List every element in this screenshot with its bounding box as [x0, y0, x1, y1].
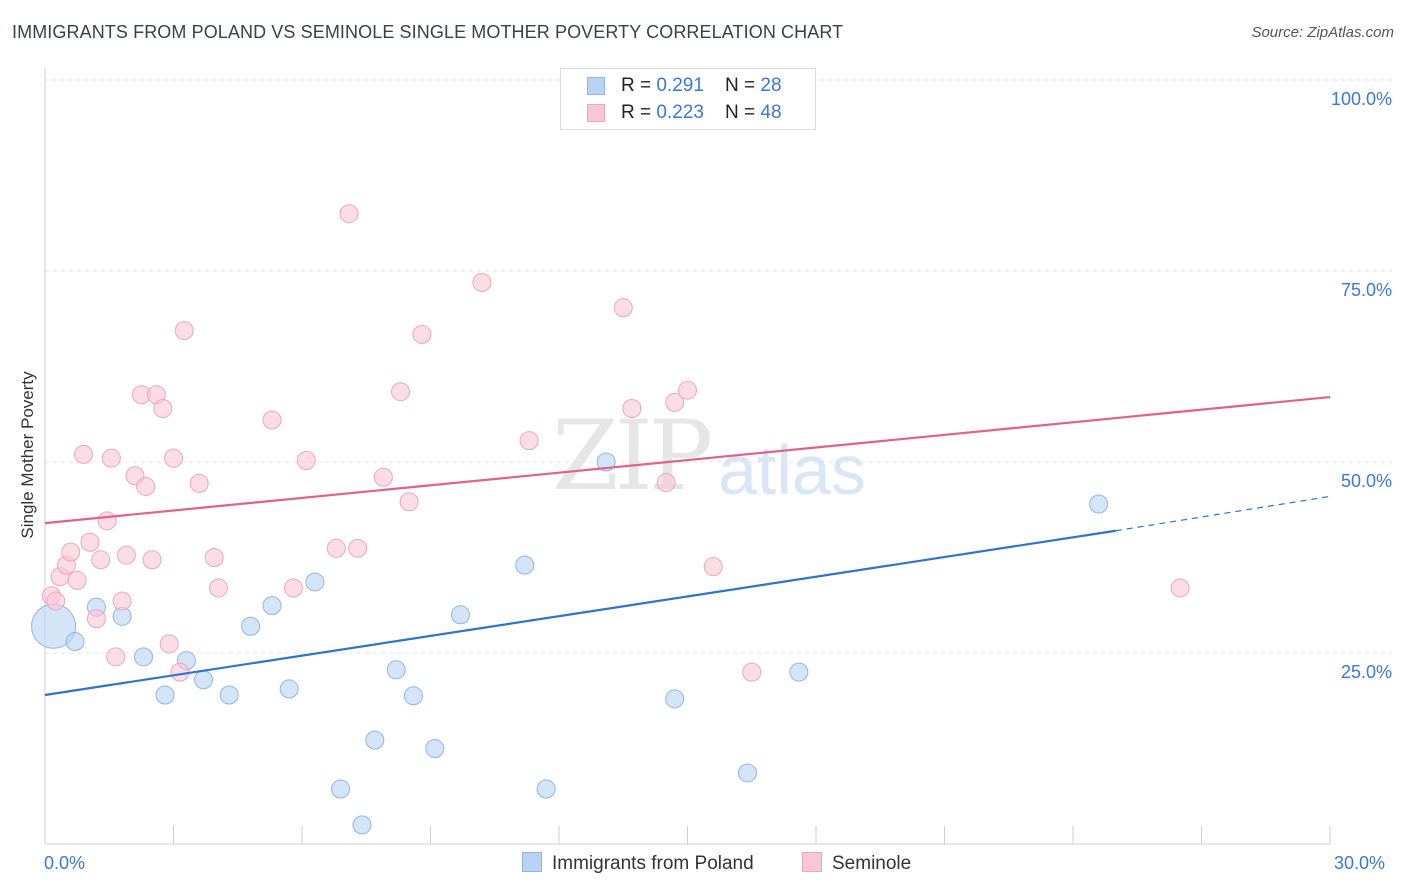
poland-point [134, 647, 154, 667]
seminole-point [101, 448, 121, 468]
y-tick-label: 100.0% [1331, 89, 1392, 109]
poland-point [1089, 494, 1109, 514]
seminole-point [112, 591, 132, 611]
poland-n-value: 28 [760, 75, 782, 96]
seminole-trendline [44, 395, 1331, 525]
chart-title: IMMIGRANTS FROM POLAND VS SEMINOLE SINGL… [12, 22, 844, 42]
poland-legend-swatch [522, 852, 542, 872]
seminole-point [67, 570, 87, 590]
poland-point [279, 679, 299, 699]
poland-trendline [44, 529, 1117, 697]
seminole-point [742, 662, 762, 682]
poland-point [596, 452, 616, 472]
seminole-point [622, 399, 642, 419]
seminole-point [46, 591, 66, 611]
poland-point [155, 685, 175, 705]
seminole-point [61, 542, 81, 562]
poland-point [219, 685, 239, 705]
seminole-point [1170, 578, 1190, 598]
seminole-swatch [587, 104, 605, 122]
poland-r-value: 0.291 [656, 75, 704, 96]
source-label: Source: ZipAtlas.com [1251, 24, 1394, 41]
seminole-point [204, 548, 224, 567]
seminole-point [164, 448, 183, 468]
seminole-point [472, 272, 492, 292]
seminole-point [74, 444, 94, 464]
seminole-point [153, 399, 173, 419]
seminole-point [208, 578, 228, 598]
seminole-legend-label: Seminole [832, 853, 912, 874]
poland-point [515, 555, 535, 575]
seminole-n-value: 48 [760, 102, 782, 123]
poland-point [665, 689, 685, 709]
seminole-point [348, 538, 368, 558]
poland-n-label: N = [725, 75, 761, 96]
seminole-point [283, 578, 303, 598]
poland-point [386, 660, 406, 680]
seminole-point [399, 492, 419, 512]
seminole-point [106, 647, 126, 667]
seminole-point [391, 382, 411, 402]
seminole-point [373, 467, 393, 487]
poland-point [241, 616, 261, 636]
seminole-point [80, 532, 100, 552]
seminole-point [703, 557, 723, 577]
bottom-legend-seminole: Seminole [802, 852, 911, 875]
poland-point [305, 572, 325, 592]
seminole-point [136, 476, 156, 496]
poland-point [425, 739, 445, 758]
seminole-point [678, 380, 697, 400]
bottom-legend-poland: Immigrants from Poland [522, 852, 754, 875]
poland-r-label: R = [621, 75, 657, 96]
y-tick-label: 50.0% [1341, 471, 1392, 491]
y-tick-label: 75.0% [1341, 280, 1392, 300]
poland-trendline-extension [1115, 495, 1331, 532]
seminole-point [519, 431, 539, 451]
seminole-point [326, 538, 346, 558]
seminole-point [339, 204, 359, 224]
seminole-point [170, 662, 190, 682]
poland-point [365, 730, 385, 750]
poland-point [331, 779, 351, 799]
poland-point [789, 662, 809, 682]
poland-legend-label: Immigrants from Poland [552, 853, 754, 874]
poland-point [737, 763, 757, 783]
seminole-n-label: N = [725, 102, 761, 123]
seminole-point [189, 473, 209, 493]
seminole-point [174, 321, 194, 341]
seminole-point [116, 545, 136, 565]
poland-point [352, 815, 372, 835]
seminole-point [262, 410, 282, 430]
seminole-point [296, 450, 316, 470]
seminole-r-value: 0.223 [656, 102, 704, 123]
x-tick-label-max: 30.0% [1334, 853, 1386, 873]
y-tick-label: 25.0% [1341, 662, 1392, 682]
seminole-point [613, 298, 633, 318]
poland-point [403, 686, 423, 706]
seminole-point [412, 324, 432, 344]
poland-point [65, 632, 85, 652]
y-axis-label: Single Mother Poverty [18, 371, 37, 539]
stats-legend: R = 0.291 N = 28 R = 0.223 N = 48 [560, 68, 816, 130]
poland-point [450, 605, 470, 625]
poland-swatch [587, 77, 605, 95]
seminole-r-label: R = [621, 102, 657, 123]
seminole-point [159, 634, 179, 654]
seminole-point [97, 511, 117, 531]
seminole-point [142, 550, 162, 570]
seminole-point [665, 392, 685, 412]
x-tick-label-min: 0.0% [44, 853, 86, 873]
poland-point [536, 779, 556, 799]
seminole-legend-swatch [802, 852, 822, 872]
watermark-zip: ZIP [552, 400, 713, 512]
poland-point [262, 596, 282, 616]
seminole-point [86, 609, 106, 629]
seminole-point [656, 473, 676, 493]
poland-point [193, 670, 213, 690]
seminole-point [91, 550, 111, 570]
